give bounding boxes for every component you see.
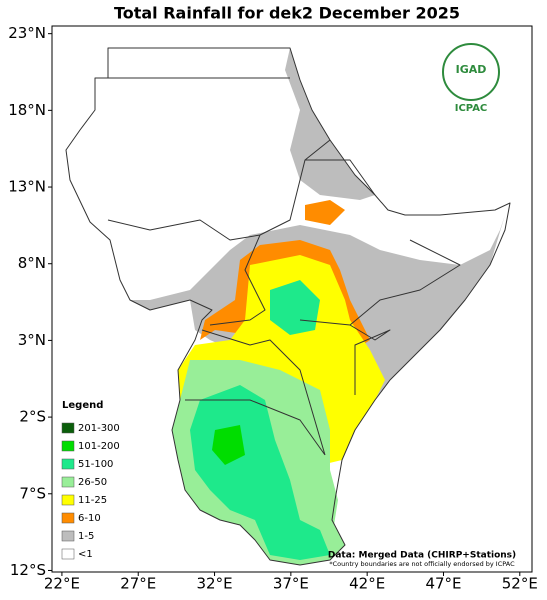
x-tick-label: 22°E bbox=[44, 575, 80, 593]
rain-zone bbox=[285, 48, 375, 200]
x-tick-label: 27°E bbox=[120, 575, 156, 593]
x-tick-label: 32°E bbox=[197, 575, 233, 593]
legend-swatch bbox=[61, 422, 75, 434]
y-tick-label: 23°N bbox=[8, 24, 46, 42]
legend-label: 26-50 bbox=[78, 477, 107, 488]
legend-swatch bbox=[61, 530, 75, 542]
y-tick-label: 13°N bbox=[8, 178, 46, 196]
rain-zone bbox=[305, 200, 345, 225]
x-tick-label: 52°E bbox=[502, 575, 538, 593]
country-border bbox=[65, 47, 511, 566]
y-tick-label: 12°S bbox=[10, 561, 46, 579]
map-title: Total Rainfall for dek2 December 2025 bbox=[114, 4, 460, 23]
x-tick-label: 37°E bbox=[273, 575, 309, 593]
legend-swatch bbox=[61, 440, 75, 452]
legend-swatch bbox=[61, 494, 75, 506]
y-tick-label: 18°N bbox=[8, 101, 46, 119]
x-tick-label: 47°E bbox=[425, 575, 461, 593]
legend-label: 201-300 bbox=[78, 423, 120, 434]
legend-swatch bbox=[61, 512, 75, 524]
legend-label: 6-10 bbox=[78, 513, 101, 524]
data-source: Data: Merged Data (CHIRP+Stations) bbox=[328, 551, 516, 561]
logo-ring bbox=[442, 43, 500, 101]
y-tick-label: 7°S bbox=[19, 484, 46, 502]
logo: IGAD ICPAC bbox=[442, 43, 500, 114]
x-tick-label: 42°E bbox=[349, 575, 385, 593]
logo-org: ICPAC bbox=[455, 103, 488, 114]
legend-label: 1-5 bbox=[78, 531, 94, 542]
country-border bbox=[95, 77, 461, 456]
legend-title: Legend bbox=[62, 400, 103, 411]
y-tick-label: 2°S bbox=[19, 408, 46, 426]
axis-ticks: 22°E 27°E 32°E 37°E 42°E 47°E 52°E 23°N 18°N 13°N… bbox=[8, 24, 538, 592]
legend-swatch bbox=[61, 476, 75, 488]
map-frame bbox=[51, 25, 533, 573]
legend-label: 51-100 bbox=[78, 459, 113, 470]
logo-name: IGAD bbox=[456, 63, 487, 76]
legend-swatch bbox=[61, 458, 75, 470]
legend-label: <1 bbox=[78, 549, 93, 560]
boundary-note: *Country boundaries are not officially e… bbox=[329, 560, 515, 568]
rain-zone bbox=[212, 425, 245, 465]
legend-label: 101-200 bbox=[78, 441, 120, 452]
map-area bbox=[65, 47, 511, 566]
legend: 201-300 101-200 51-100 26-50 11-25 6-10 1-5 <1 bbox=[61, 422, 120, 560]
y-tick-label: 3°N bbox=[18, 331, 46, 349]
y-tick-label: 8°N bbox=[18, 254, 46, 272]
legend-swatch bbox=[61, 548, 75, 560]
legend-label: 11-25 bbox=[78, 495, 107, 506]
